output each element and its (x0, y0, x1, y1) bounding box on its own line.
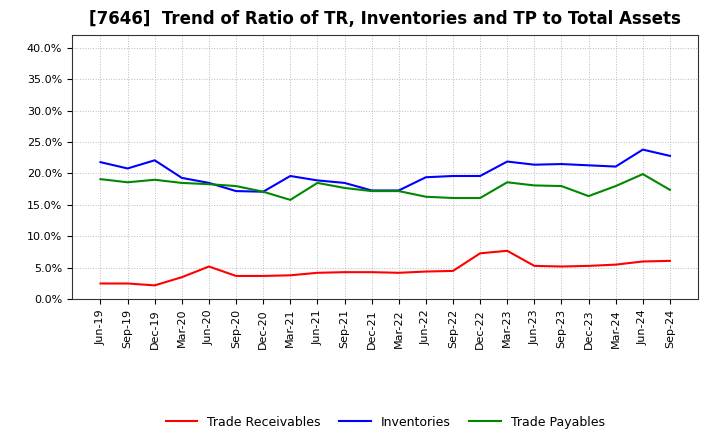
Inventories (259, 189, 268, 194)
Trade Receivables (584, 263, 593, 268)
Trade Receivables (150, 283, 159, 288)
Inventories (503, 159, 511, 164)
Inventories (313, 178, 322, 183)
Line: Trade Payables: Trade Payables (101, 174, 670, 200)
Trade Receivables (259, 273, 268, 279)
Inventories (395, 188, 403, 193)
Trade Payables (665, 187, 674, 192)
Trade Payables (584, 194, 593, 199)
Trade Payables (639, 172, 647, 177)
Inventories (286, 173, 294, 179)
Trade Receivables (557, 264, 566, 269)
Trade Payables (123, 180, 132, 185)
Trade Payables (395, 188, 403, 194)
Trade Payables (150, 177, 159, 183)
Trade Receivables (367, 270, 376, 275)
Inventories (150, 158, 159, 163)
Trade Payables (313, 180, 322, 186)
Trade Payables (286, 197, 294, 202)
Trade Payables (96, 176, 105, 182)
Trade Payables (503, 180, 511, 185)
Legend: Trade Receivables, Inventories, Trade Payables: Trade Receivables, Inventories, Trade Pa… (166, 416, 605, 429)
Trade Receivables (476, 251, 485, 256)
Trade Payables (557, 183, 566, 189)
Inventories (178, 175, 186, 180)
Trade Receivables (232, 273, 240, 279)
Trade Receivables (341, 270, 349, 275)
Trade Receivables (449, 268, 457, 274)
Trade Payables (530, 183, 539, 188)
Trade Receivables (665, 258, 674, 264)
Inventories (123, 166, 132, 171)
Inventories (476, 173, 485, 179)
Trade Payables (341, 185, 349, 191)
Trade Payables (421, 194, 430, 199)
Trade Receivables (530, 263, 539, 268)
Inventories (449, 173, 457, 179)
Inventories (232, 188, 240, 194)
Inventories (96, 160, 105, 165)
Inventories (639, 147, 647, 152)
Inventories (584, 163, 593, 168)
Trade Receivables (96, 281, 105, 286)
Trade Receivables (204, 264, 213, 269)
Inventories (341, 180, 349, 186)
Trade Payables (449, 195, 457, 201)
Trade Receivables (123, 281, 132, 286)
Trade Payables (178, 180, 186, 186)
Trade Receivables (313, 270, 322, 275)
Inventories (204, 180, 213, 186)
Trade Payables (476, 195, 485, 201)
Trade Receivables (395, 270, 403, 275)
Trade Receivables (503, 248, 511, 253)
Inventories (557, 161, 566, 167)
Inventories (665, 153, 674, 158)
Trade Payables (232, 183, 240, 189)
Trade Receivables (639, 259, 647, 264)
Inventories (367, 188, 376, 193)
Trade Payables (259, 189, 268, 194)
Trade Payables (204, 182, 213, 187)
Trade Receivables (286, 273, 294, 278)
Title: [7646]  Trend of Ratio of TR, Inventories and TP to Total Assets: [7646] Trend of Ratio of TR, Inventories… (89, 10, 681, 28)
Trade Receivables (611, 262, 620, 267)
Line: Trade Receivables: Trade Receivables (101, 251, 670, 286)
Line: Inventories: Inventories (101, 150, 670, 192)
Trade Receivables (421, 269, 430, 274)
Trade Payables (611, 183, 620, 189)
Inventories (530, 162, 539, 167)
Trade Receivables (178, 275, 186, 280)
Trade Payables (367, 188, 376, 194)
Inventories (421, 175, 430, 180)
Inventories (611, 164, 620, 169)
